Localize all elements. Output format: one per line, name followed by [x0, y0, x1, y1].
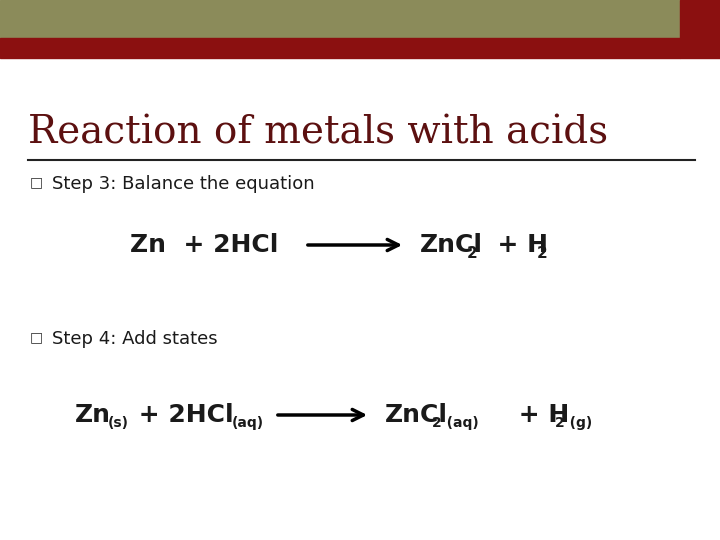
Text: 2 (g): 2 (g) — [555, 416, 593, 430]
Text: + 2HCl: + 2HCl — [130, 403, 233, 427]
Text: ZnCl: ZnCl — [385, 403, 448, 427]
Text: Step 3: Balance the equation: Step 3: Balance the equation — [52, 175, 315, 193]
Text: □: □ — [30, 330, 43, 344]
Text: □: □ — [30, 175, 43, 189]
Bar — [0, 0, 720, 38]
Bar — [680, 0, 720, 58]
Text: Zn: Zn — [75, 403, 111, 427]
Text: Reaction of metals with acids: Reaction of metals with acids — [28, 115, 608, 152]
Text: Step 4: Add states: Step 4: Add states — [52, 330, 217, 348]
Text: Zn  + 2HCl: Zn + 2HCl — [130, 233, 279, 257]
Bar — [0, 38, 680, 58]
Text: ZnCl: ZnCl — [420, 233, 483, 257]
Text: (s): (s) — [108, 416, 129, 430]
Text: (aq): (aq) — [232, 416, 264, 430]
Text: + H: + H — [480, 233, 548, 257]
Text: 2 (aq): 2 (aq) — [432, 416, 479, 430]
Text: + H: + H — [510, 403, 570, 427]
Text: 2: 2 — [537, 246, 548, 260]
Text: 2: 2 — [467, 246, 478, 260]
